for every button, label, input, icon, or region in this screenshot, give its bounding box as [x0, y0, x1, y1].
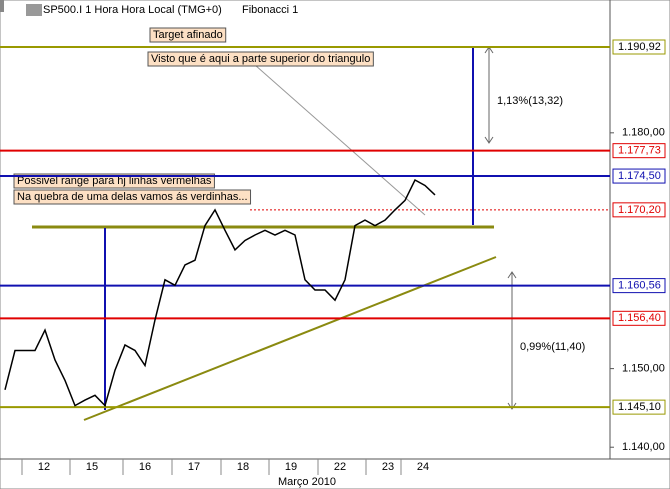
annotation-pointer: [254, 64, 426, 216]
y-tick-label: 1.180,00: [622, 127, 665, 139]
trend-line: [83, 256, 497, 421]
annotation: 1,13%(13,32): [497, 95, 563, 107]
x-tick-label: 12: [38, 461, 50, 473]
annotation-box: [147, 51, 374, 67]
x-tick-label: 15: [86, 461, 98, 473]
annotation: Possivel range para hj linhas vermelhas: [17, 175, 212, 187]
x-tick-label: 16: [139, 461, 151, 473]
annotation-box: [13, 173, 215, 189]
x-tick-label: 24: [417, 461, 429, 473]
annotation: Na quebra de uma delas vamos ás verdinha…: [17, 191, 248, 203]
x-axis-label: Março 2010: [278, 476, 336, 488]
level-box: [612, 202, 666, 218]
x-tick-label: 18: [237, 461, 249, 473]
level-label: 1.190,92: [618, 41, 661, 53]
level-label: 1.170,20: [618, 204, 661, 216]
level-box: [612, 143, 666, 159]
annotation: Target afinado: [153, 29, 223, 41]
level-box: [612, 310, 666, 326]
x-tick-label: 23: [382, 461, 394, 473]
level-box: [612, 278, 666, 294]
legend-swatch: [0, 0, 4, 12]
annotation-box: [149, 27, 227, 43]
indicator: Fibonacci 1: [242, 4, 298, 16]
x-tick-label: 22: [334, 461, 346, 473]
annotation: Visto que é aqui a parte superior do tri…: [151, 53, 370, 65]
level-label: 1.160,56: [618, 280, 661, 292]
level-label: 1.177,73: [618, 145, 661, 157]
level-box: [612, 399, 666, 415]
level-label: 1.156,40: [618, 312, 661, 324]
price-line: [4, 178, 436, 408]
y-tick-label: 1.140,00: [622, 441, 665, 453]
level-label: 1.174,50: [618, 170, 661, 182]
annotation: 0,99%(11,40): [520, 341, 585, 353]
annotations: Target afinado Visto que é aqui a parte s…: [13, 27, 585, 353]
measure-arrows: [507, 271, 517, 410]
level-box: [612, 39, 666, 55]
level-box: [612, 168, 666, 184]
y-tick-label: 1.150,00: [622, 363, 665, 375]
cfd-icon: [26, 4, 42, 16]
chart-title: SP500.I 1 Hora Hora Local (TMG+0): [43, 4, 222, 16]
annotation-box: [13, 189, 252, 205]
x-tick-label: 19: [285, 461, 297, 473]
x-tick-label: 17: [188, 461, 200, 473]
level-label: 1.145,10: [618, 401, 661, 413]
